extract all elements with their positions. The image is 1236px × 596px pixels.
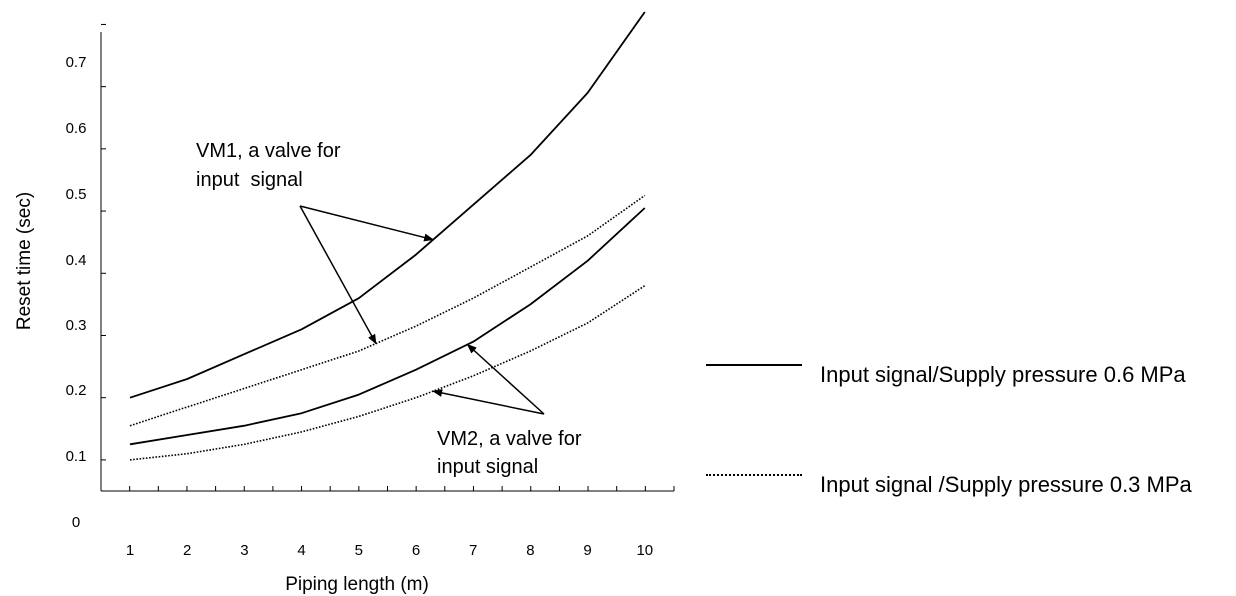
y-axis-label: Reset time (sec): [14, 192, 35, 330]
y-tick-label: 0.1: [66, 448, 87, 465]
x-tick-label: 8: [526, 542, 534, 559]
series-line-2: [129, 194, 646, 427]
legend-swatch-dotted: [706, 474, 802, 476]
x-tick-label: 6: [412, 542, 420, 559]
legend-label: Input signal/Supply pressure 0.6 MPa: [820, 362, 1186, 387]
legend: Input signal/Supply pressure 0.6 MPa Inp…: [706, 348, 1226, 568]
series-lines: [129, 11, 646, 461]
legend-label: Input signal /Supply pressure 0.3 MPa: [820, 472, 1192, 497]
annotation-arrow: [299, 205, 377, 345]
x-tick-label: 9: [583, 542, 591, 559]
y-tick-label: 0.5: [66, 186, 87, 203]
y-tick-label: 0.6: [66, 120, 87, 137]
annotation-label: VM1, a valve for: [196, 140, 341, 162]
annotation-label: input signal: [196, 169, 303, 191]
legend-swatch-solid: [706, 364, 802, 366]
series-line-4: [129, 285, 646, 461]
y-tick-label: 0.7: [66, 54, 87, 71]
annotation-arrow: [299, 205, 435, 242]
legend-entry-solid: Input signal/Supply pressure 0.6 MPa: [706, 348, 1226, 458]
x-tick-label: 4: [297, 542, 305, 559]
x-tick-label: 1: [126, 542, 134, 559]
y-tick-label: 0.4: [66, 252, 87, 269]
y-tick-label: 0: [72, 514, 80, 531]
annotation-arrow: [432, 389, 545, 415]
series-line-1: [129, 11, 646, 399]
annotation-label: VM2, a valve for: [437, 428, 582, 450]
axes: 0 0.1 0.2 0.3 0.4 0.5 0.6 0.7 1 2 3 4 5 6 7 8 9 10: [66, 23, 675, 559]
y-tick-label: 0.2: [66, 382, 87, 399]
x-tick-label: 10: [636, 542, 653, 559]
legend-entry-dotted: Input signal /Supply pressure 0.3 MPa: [706, 458, 1226, 568]
annotation-arrow: [466, 343, 545, 415]
y-tick-label: 0.3: [66, 317, 87, 334]
series-line-3: [129, 207, 646, 446]
x-tick-label: 5: [355, 542, 363, 559]
x-tick-label: 7: [469, 542, 477, 559]
x-axis-label: Piping length (m): [285, 574, 429, 595]
x-tick-label: 3: [240, 542, 248, 559]
annotations: VM1, a valve for input signal VM2, a valve…: [196, 140, 582, 478]
x-tick-label: 2: [183, 542, 191, 559]
annotation-label: input signal: [437, 456, 538, 478]
